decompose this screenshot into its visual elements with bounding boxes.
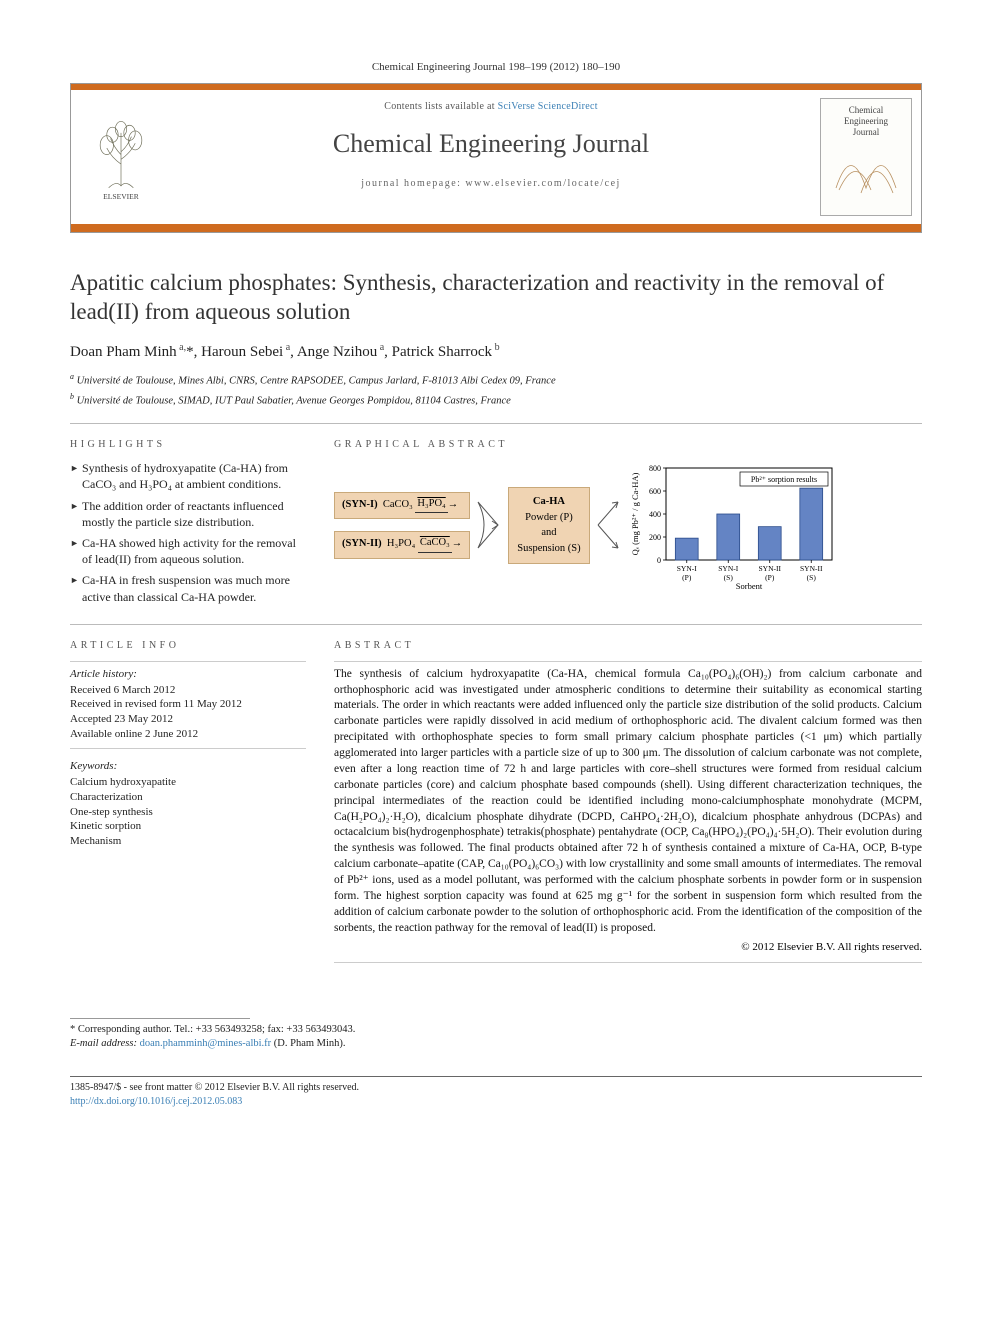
svg-text:(P): (P): [765, 573, 775, 582]
journal-name: Chemical Engineering Journal: [179, 126, 803, 162]
page-footer: 1385-8947/$ - see front matter © 2012 El…: [70, 1076, 922, 1109]
issn-line: 1385-8947/$ - see front matter © 2012 El…: [70, 1081, 922, 1095]
article-title: Apatitic calcium phosphates: Synthesis, …: [70, 269, 922, 327]
sub-divider: [334, 661, 922, 662]
history-line: Received in revised form 11 May 2012: [70, 697, 306, 712]
divider: [70, 624, 922, 625]
homepage-prefix: journal homepage:: [361, 178, 465, 189]
elsevier-tree-icon: ELSEVIER: [86, 112, 156, 202]
sub-divider: [70, 748, 306, 749]
keyword: One-step synthesis: [70, 805, 306, 820]
section-heading: GRAPHICAL ABSTRACT: [334, 438, 922, 452]
history-line: Received 6 March 2012: [70, 683, 306, 698]
svg-text:SYN-II: SYN-II: [758, 564, 781, 573]
history-line: Accepted 23 May 2012: [70, 712, 306, 727]
homepage-url[interactable]: www.elsevier.com/locate/cej: [465, 178, 620, 189]
keywords-head: Keywords:: [70, 759, 306, 774]
cover-line: Chemical: [849, 105, 884, 116]
keyword: Calcium hydroxyapatite: [70, 775, 306, 790]
affiliation: a Université de Toulouse, Mines Albi, CN…: [70, 371, 922, 389]
section-heading: ARTICLE INFO: [70, 639, 306, 653]
svg-text:400: 400: [649, 510, 661, 519]
email-author: (D. Pham Minh).: [274, 1038, 346, 1049]
journal-cover: Chemical Engineering Journal: [811, 90, 921, 224]
svg-text:(S): (S): [806, 573, 816, 582]
highlights-section: HIGHLIGHTS Synthesis of hydroxyapatite (…: [70, 438, 306, 605]
highlight-item: Ca-HA showed high activity for the remov…: [70, 535, 306, 567]
keyword: Mechanism: [70, 834, 306, 849]
affiliation: b Université de Toulouse, SIMAD, IUT Pau…: [70, 391, 922, 409]
corr-email-link[interactable]: doan.phamminh@mines-albi.fr: [140, 1038, 272, 1049]
ga-product-box: Ca-HA Powder (P) and Suspension (S): [508, 487, 589, 564]
ga-label: (SYN-II): [342, 538, 382, 549]
divider: [70, 423, 922, 424]
section-heading: ABSTRACT: [334, 639, 922, 653]
email-label: E-mail address:: [70, 1038, 137, 1049]
contents-available-line: Contents lists available at SciVerse Sci…: [179, 100, 803, 114]
abstract-copyright: © 2012 Elsevier B.V. All rights reserved…: [334, 940, 922, 955]
svg-text:200: 200: [649, 533, 661, 542]
publisher-logo: ELSEVIER: [71, 90, 171, 224]
svg-text:Pb²⁺ sorption results: Pb²⁺ sorption results: [751, 475, 817, 484]
corr-author-line: * Corresponding author. Tel.: +33 563493…: [70, 1023, 922, 1038]
highlight-item: Ca-HA in fresh suspension was much more …: [70, 572, 306, 604]
svg-text:SYN-I: SYN-I: [676, 564, 697, 573]
doi-link[interactable]: http://dx.doi.org/10.1016/j.cej.2012.05.…: [70, 1096, 242, 1107]
keyword: Characterization: [70, 790, 306, 805]
ga-reagent: CaCO₃: [383, 499, 413, 510]
ga-text: and: [541, 527, 556, 538]
svg-text:SYN-I: SYN-I: [718, 564, 739, 573]
ga-text: Suspension (S): [517, 543, 580, 554]
highlight-item: Synthesis of hydroxyapatite (Ca-HA) from…: [70, 460, 306, 492]
ga-sorption-chart: 0200400600800SYN-I(P)SYN-I(S)SYN-II(P)SY…: [628, 460, 838, 590]
svg-text:600: 600: [649, 487, 661, 496]
graphical-abstract: (SYN-I) CaCO₃ H₃PO₄→ (SYN-II) H₃PO₄ CaCO…: [334, 460, 922, 590]
author-list: Doan Pham Minh a,*, Haroun Sebei a, Ange…: [70, 341, 922, 363]
highlight-item: The addition order of reactants influenc…: [70, 498, 306, 530]
svg-text:800: 800: [649, 464, 661, 473]
ga-diverge-arrow-icon: [596, 490, 622, 560]
corresponding-author-footnote: * Corresponding author. Tel.: +33 563493…: [70, 1023, 922, 1052]
ga-reagent: H₃PO₄: [387, 538, 415, 549]
journal-header: ELSEVIER Contents lists available at Sci…: [70, 83, 922, 233]
ga-syn2-box: (SYN-II) H₃PO₄ CaCO₃→: [334, 531, 470, 559]
ga-label: (SYN-I): [342, 499, 378, 510]
sub-divider: [70, 661, 306, 662]
ga-converge-arrow-icon: [476, 490, 502, 560]
ga-text: Powder (P): [525, 512, 573, 523]
contents-prefix: Contents lists available at: [384, 101, 497, 112]
citation-line: Chemical Engineering Journal 198–199 (20…: [70, 60, 922, 75]
publisher-name: ELSEVIER: [103, 193, 140, 202]
abstract-text: The synthesis of calcium hydroxyapatite …: [334, 667, 922, 937]
ga-text: Ca-HA: [533, 496, 565, 507]
ga-syn1-box: (SYN-I) CaCO₃ H₃PO₄→: [334, 492, 470, 520]
header-bottom-bar: [71, 224, 921, 232]
ga-reagent: H₃PO₄: [417, 498, 445, 509]
cover-art-icon: [831, 138, 901, 200]
history-head: Article history:: [70, 667, 306, 682]
footnote-rule: [70, 1018, 250, 1019]
journal-homepage-line: journal homepage: www.elsevier.com/locat…: [179, 177, 803, 191]
article-info-block: Article history: Received 6 March 2012Re…: [70, 667, 306, 849]
history-line: Available online 2 June 2012: [70, 727, 306, 742]
sciencedirect-link[interactable]: SciVerse ScienceDirect: [498, 101, 598, 112]
keyword: Kinetic sorption: [70, 819, 306, 834]
svg-text:Sorbent: Sorbent: [735, 581, 762, 590]
sub-divider: [334, 962, 922, 963]
svg-text:(S): (S): [723, 573, 733, 582]
svg-text:SYN-II: SYN-II: [800, 564, 823, 573]
cover-line: Engineering: [844, 116, 888, 127]
svg-text:Qₑ (mg Pb²⁺ / g Ca-HA): Qₑ (mg Pb²⁺ / g Ca-HA): [630, 473, 640, 556]
ga-reagent: CaCO₃: [420, 537, 450, 548]
cover-line: Journal: [853, 127, 880, 138]
svg-text:(P): (P): [682, 573, 692, 582]
section-heading: HIGHLIGHTS: [70, 438, 306, 452]
svg-text:0: 0: [657, 556, 661, 565]
